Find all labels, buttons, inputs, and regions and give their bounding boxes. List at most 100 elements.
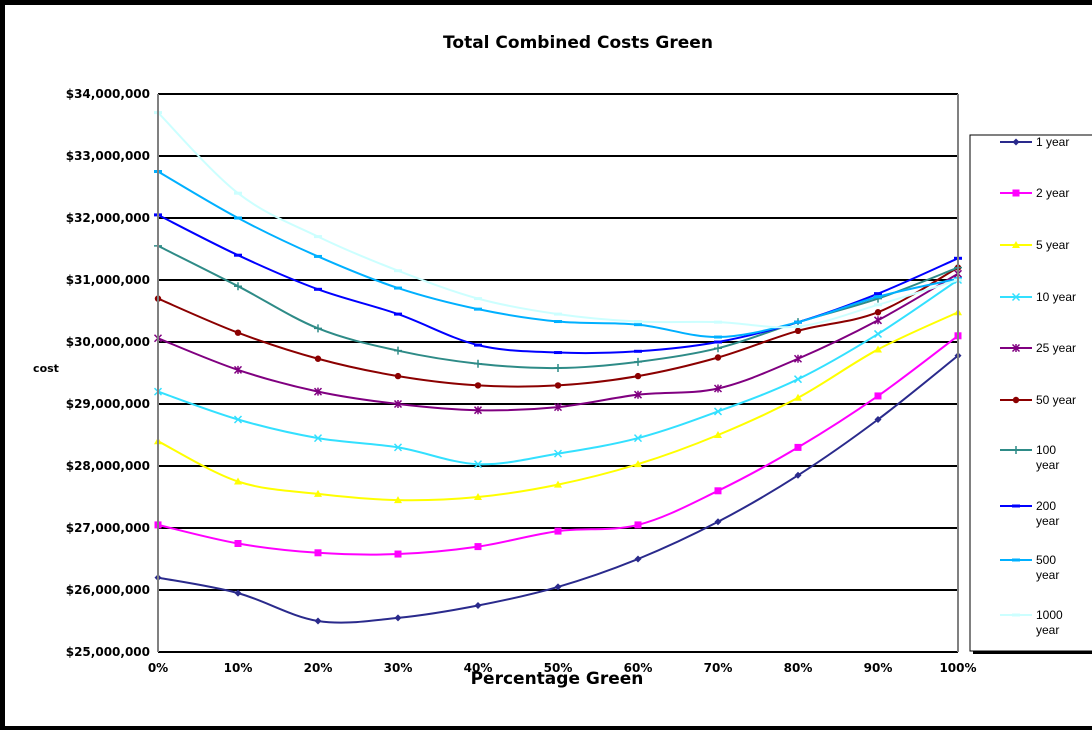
y-tick-label: $25,000,000 xyxy=(66,645,150,659)
data-point xyxy=(714,487,722,495)
legend-item: 500 year xyxy=(1000,553,1059,582)
data-point xyxy=(873,316,883,325)
data-point xyxy=(554,382,562,389)
x-tick-label: 100% xyxy=(939,661,976,675)
legend-marker xyxy=(1012,189,1020,197)
data-point xyxy=(473,460,483,469)
legend-item: 200 year xyxy=(1000,499,1059,528)
data-point xyxy=(713,407,723,416)
y-tick-label: $28,000,000 xyxy=(66,459,150,473)
legend-marker xyxy=(1012,446,1020,454)
y-tick-label: $31,000,000 xyxy=(66,273,150,287)
data-point xyxy=(234,589,242,597)
legend-item: 25 year xyxy=(1000,341,1076,355)
data-point xyxy=(474,359,482,368)
legend-label: 50 year xyxy=(1036,393,1076,407)
data-point xyxy=(394,372,402,380)
legend-item: 100 year xyxy=(1000,443,1059,472)
x-axis-ticks: 0% 10% 20% 30% 40% 50% 60% 70% 80% 90% 100% xyxy=(148,661,977,675)
legend-label-line: year xyxy=(1036,458,1059,472)
legend-label-line: 1000 xyxy=(1036,608,1063,622)
data-point xyxy=(314,489,322,497)
series-line xyxy=(157,214,959,355)
series-line xyxy=(157,245,959,370)
y-tick-label: $34,000,000 xyxy=(66,87,150,101)
series-line xyxy=(157,170,959,339)
series-50-year xyxy=(154,264,962,389)
y-tick-label: $29,000,000 xyxy=(66,397,150,411)
legend: 1 year 2 year 5 year 10 year 25 year 50 year 1… xyxy=(969,134,1092,654)
data-point xyxy=(234,282,242,291)
series-1000-year xyxy=(154,111,962,329)
data-point xyxy=(634,555,642,563)
series-5-year xyxy=(154,308,962,504)
x-tick-label: 50% xyxy=(544,661,573,675)
legend-label: 200 year xyxy=(1036,499,1059,528)
data-point xyxy=(234,477,242,485)
legend-marker xyxy=(1011,343,1021,353)
legend-label: 5 year xyxy=(1036,238,1069,252)
data-point xyxy=(474,602,482,609)
legend-item: 10 year xyxy=(1000,290,1076,304)
x-tick-label: 80% xyxy=(784,661,813,675)
x-tick-label: 70% xyxy=(704,661,733,675)
y-tick-label: $27,000,000 xyxy=(66,521,150,535)
data-point xyxy=(713,384,723,393)
data-point xyxy=(554,364,562,373)
legend-item: 5 year xyxy=(1000,238,1069,252)
data-point xyxy=(714,344,722,353)
data-point xyxy=(394,496,402,504)
data-point xyxy=(874,392,882,400)
x-tick-label: 40% xyxy=(464,661,493,675)
data-point xyxy=(714,431,722,438)
data-point xyxy=(874,309,882,316)
data-point xyxy=(794,327,802,335)
x-axis-label: Percentage Green xyxy=(471,669,644,689)
x-tick-label: 30% xyxy=(384,661,413,675)
legend-marker xyxy=(1012,138,1020,146)
x-tick-label: 60% xyxy=(624,661,653,675)
data-point xyxy=(794,471,802,479)
legend-item: 1 year xyxy=(1000,135,1069,149)
legend-marker xyxy=(1011,292,1021,302)
data-point xyxy=(394,346,402,355)
data-point xyxy=(474,543,482,551)
series-200-year xyxy=(154,213,962,355)
x-tick-label: 20% xyxy=(304,661,333,675)
legend-marker xyxy=(1012,396,1020,404)
y-tick-label: $30,000,000 xyxy=(66,335,150,349)
legend-label: 25 year xyxy=(1036,341,1076,355)
data-point xyxy=(553,403,563,412)
data-point xyxy=(793,375,803,384)
data-point xyxy=(634,521,642,529)
data-point xyxy=(474,382,482,389)
series-line xyxy=(157,111,959,329)
data-point xyxy=(554,480,562,488)
x-tick-label: 90% xyxy=(864,661,893,675)
y-tick-label: $26,000,000 xyxy=(66,583,150,597)
data-point xyxy=(473,406,483,415)
data-point xyxy=(313,434,323,443)
legend-marker xyxy=(1012,241,1020,248)
data-point xyxy=(874,345,882,353)
legend-label-line: 100 xyxy=(1036,443,1056,457)
series-lines xyxy=(153,111,963,625)
series-500-year xyxy=(154,170,962,339)
legend-label: 10 year xyxy=(1036,290,1076,304)
axes xyxy=(157,94,959,653)
series-10-year xyxy=(153,275,963,469)
data-point xyxy=(554,527,562,535)
legend-label-line: year xyxy=(1036,514,1059,528)
data-point xyxy=(634,460,642,468)
data-point xyxy=(794,443,802,451)
gridlines xyxy=(158,93,958,591)
x-tick-label: 0% xyxy=(148,661,168,675)
data-point xyxy=(634,372,642,380)
data-point xyxy=(873,329,883,338)
legend-label: 100 year xyxy=(1036,443,1059,472)
data-point xyxy=(714,354,722,361)
data-point xyxy=(714,518,722,526)
legend-item: 50 year xyxy=(1000,393,1076,407)
y-axis-label: cost xyxy=(33,362,59,375)
